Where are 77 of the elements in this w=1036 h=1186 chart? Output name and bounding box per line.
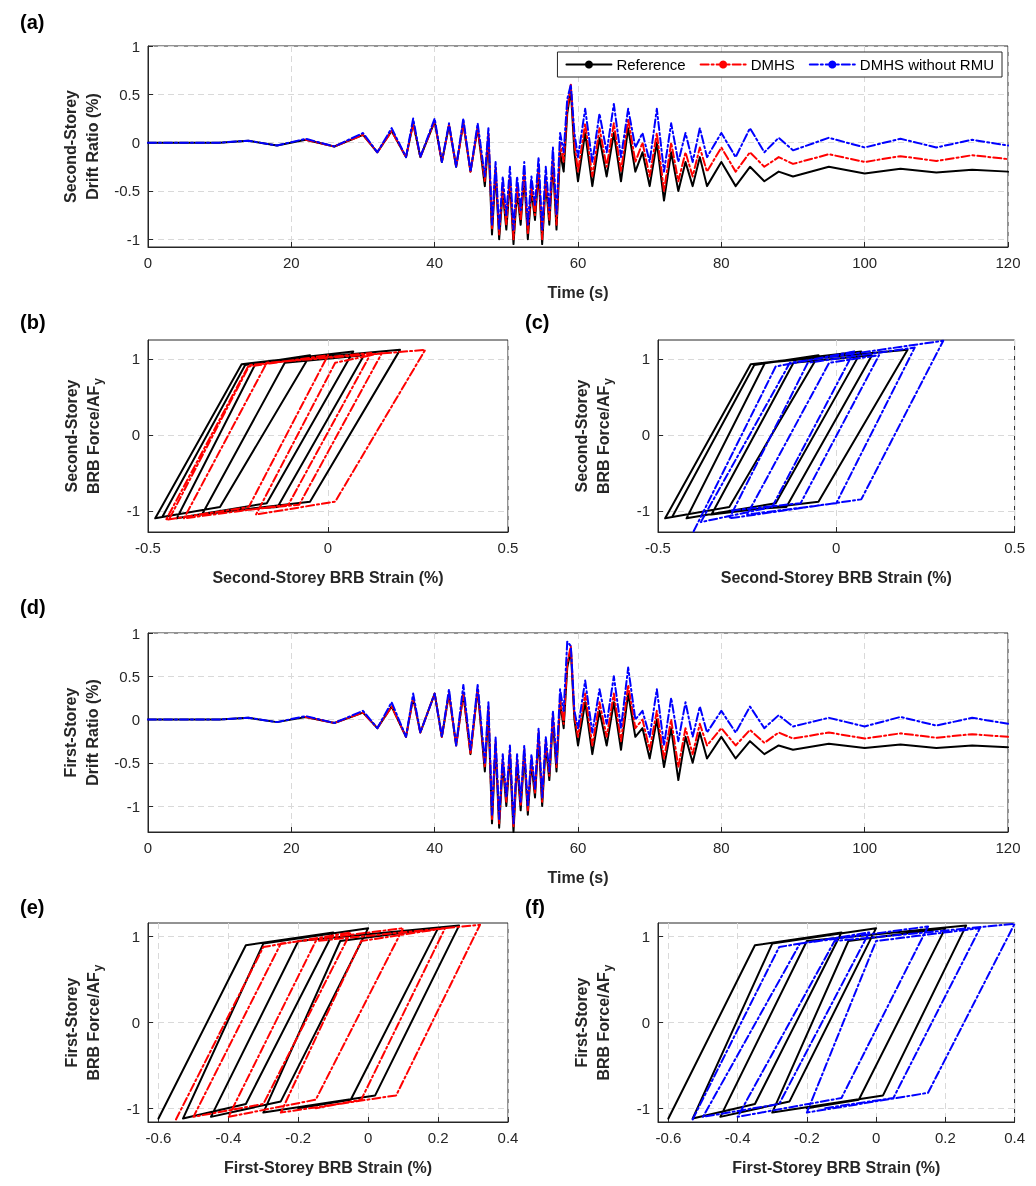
text: (c) bbox=[525, 311, 550, 333]
x-tick-label: -0.4 bbox=[724, 1129, 751, 1146]
y-tick-label: -1 bbox=[126, 797, 140, 815]
y-tick-label: 1 bbox=[131, 624, 140, 642]
x-axis-title: First-Storey BRB Strain (%) bbox=[732, 1158, 941, 1176]
y-axis-title: First-Storey BRB Force/AFy bbox=[572, 964, 615, 1081]
x-tick-label: 40 bbox=[426, 254, 444, 271]
text: (d) bbox=[20, 596, 46, 618]
x-tick-label: 0 bbox=[143, 254, 153, 271]
text: (b) bbox=[20, 311, 46, 333]
x-tick-label: 120 bbox=[995, 839, 1021, 856]
line-series bbox=[667, 924, 968, 1120]
y-axis-title: First-Storey Drift Ratio (%) bbox=[61, 679, 101, 786]
y-tick-label: 1 bbox=[131, 37, 140, 55]
x-tick-label: 120 bbox=[995, 254, 1021, 271]
y-tick-label: 1 bbox=[131, 928, 140, 946]
y-tick-label: 1 bbox=[641, 928, 650, 946]
x-tick-label: 0 bbox=[832, 539, 841, 556]
y-tick-label: -1 bbox=[126, 230, 140, 248]
x-tick-label: -0.2 bbox=[285, 1129, 312, 1146]
y-tick-label: 0.5 bbox=[119, 667, 140, 685]
line-series bbox=[691, 922, 1016, 1121]
x-tick-label: 0.5 bbox=[497, 539, 519, 556]
y-tick-label: -0.5 bbox=[114, 754, 140, 772]
y-tick-label: 1 bbox=[641, 350, 650, 368]
x-axis-title: Second-Storey BRB Strain (%) bbox=[720, 568, 952, 586]
x-tick-label: -0.2 bbox=[793, 1129, 820, 1146]
y-tick-label: -1 bbox=[126, 1099, 140, 1117]
y-axis-title: First-Storey BRB Force/AFy bbox=[62, 964, 105, 1081]
line-series bbox=[304, 644, 1009, 829]
x-tick-label: 100 bbox=[852, 254, 878, 271]
text: (f) bbox=[525, 896, 545, 918]
text: (e) bbox=[20, 896, 45, 918]
y-tick-label: -1 bbox=[636, 1099, 650, 1117]
x-tick-label: 0 bbox=[143, 839, 153, 856]
x-axis-title: Time (s) bbox=[547, 868, 609, 886]
x-tick-label: 0.4 bbox=[1004, 1129, 1025, 1146]
y-tick-label: 0.5 bbox=[119, 85, 140, 103]
x-tick-label: 80 bbox=[712, 254, 730, 271]
x-tick-label: 80 bbox=[712, 839, 730, 856]
x-tick-label: -0.6 bbox=[145, 1129, 172, 1146]
y-tick-label: 0 bbox=[131, 134, 140, 152]
y-tick-label: 0 bbox=[641, 426, 650, 444]
x-tick-label: 0.4 bbox=[497, 1129, 519, 1146]
x-tick-label: 0 bbox=[323, 539, 333, 556]
x-tick-label: 0 bbox=[364, 1129, 373, 1146]
y-tick-label: 0 bbox=[131, 1014, 140, 1031]
line-series bbox=[692, 339, 945, 533]
x-axis-title: Time (s) bbox=[547, 283, 609, 301]
x-tick-label: 0.2 bbox=[427, 1129, 449, 1146]
y-tick-label: -0.5 bbox=[114, 182, 140, 200]
line-series bbox=[664, 348, 909, 520]
y-tick-label: 0 bbox=[131, 711, 140, 729]
legend-label: DMHS bbox=[750, 56, 795, 73]
legend-label: Reference bbox=[616, 56, 686, 73]
x-tick-label: 60 bbox=[569, 254, 587, 271]
y-axis-title: Second-Storey Drift Ratio (%) bbox=[61, 89, 101, 203]
x-tick-label: 0.2 bbox=[934, 1129, 956, 1146]
x-tick-label: 40 bbox=[426, 839, 444, 856]
x-tick-label: 60 bbox=[569, 839, 587, 856]
y-tick-label: 1 bbox=[131, 350, 140, 368]
line-series bbox=[304, 83, 1009, 241]
legend-label: DMHS without RMU bbox=[859, 56, 994, 73]
x-tick-label: 100 bbox=[852, 839, 878, 856]
x-tick-label: -0.4 bbox=[215, 1129, 242, 1146]
x-tick-label: 0 bbox=[871, 1129, 881, 1146]
x-tick-label: 20 bbox=[282, 839, 300, 856]
x-tick-label: 0.5 bbox=[1004, 539, 1025, 556]
x-tick-label: 20 bbox=[282, 254, 300, 271]
y-tick-label: 0 bbox=[131, 426, 140, 444]
y-tick-label: 0 bbox=[641, 1014, 650, 1031]
x-axis-title: First-Storey BRB Strain (%) bbox=[223, 1158, 433, 1176]
x-tick-label: -0.6 bbox=[655, 1129, 682, 1146]
x-axis-title: Second-Storey BRB Strain (%) bbox=[212, 568, 444, 586]
y-tick-label: -1 bbox=[636, 502, 650, 520]
y-tick-label: -1 bbox=[126, 502, 140, 520]
text: (a) bbox=[20, 11, 45, 33]
